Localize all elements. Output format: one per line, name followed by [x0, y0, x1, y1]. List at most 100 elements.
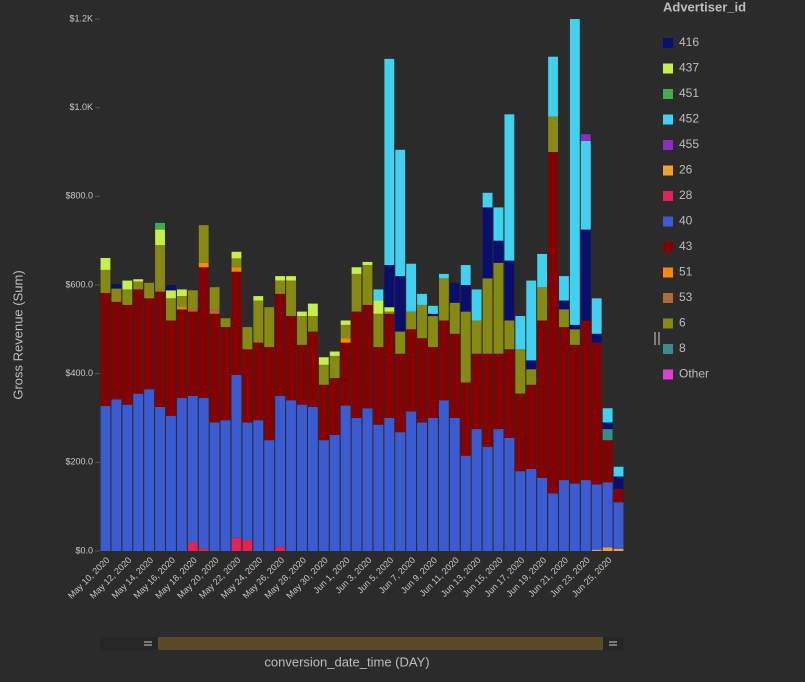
bar-segment: [526, 384, 537, 469]
bar-segment: [242, 422, 253, 540]
bar-segment: [471, 353, 482, 430]
legend-label: 416: [679, 35, 699, 49]
scrollbar-track: [100, 637, 158, 650]
bar-segment: [526, 468, 537, 551]
bar-segment: [580, 134, 591, 141]
bar-segment: [362, 408, 373, 551]
legend-label: 6: [679, 316, 686, 330]
bar-segment: [428, 316, 438, 348]
y-axis-title: Gross Revenue (Sum): [10, 270, 25, 399]
legend-swatch: [663, 114, 673, 125]
bar-segment: [351, 311, 362, 418]
bar-segment: [297, 344, 307, 405]
legend-swatch: [663, 242, 673, 252]
legend-swatch: [663, 318, 673, 329]
y-tick-label: $0.0: [75, 545, 93, 555]
bar-segment: [406, 329, 417, 412]
bar-segment: [569, 19, 580, 325]
bar-segment: [504, 114, 515, 261]
bar-segment: [166, 415, 176, 551]
bar-segment: [122, 289, 133, 305]
bar-segment: [144, 389, 155, 551]
bar-segment: [384, 313, 395, 418]
bar-segment: [384, 418, 395, 551]
bar-segment: [438, 273, 449, 279]
bar-segment: [428, 347, 438, 418]
bar-segment: [253, 300, 264, 343]
legend-label: 437: [679, 61, 699, 75]
bar-segment: [613, 502, 624, 549]
legend-swatch: [663, 293, 673, 303]
bar-segment: [187, 308, 198, 312]
bar-segment: [362, 304, 373, 409]
scrollbar-thumb[interactable]: [158, 637, 603, 650]
legend-title: Advertiser_id: [663, 0, 746, 14]
y-tick-label: $800.0: [65, 191, 93, 201]
bar-segment: [449, 302, 460, 334]
bar-segment: [275, 276, 286, 281]
bar-segment: [406, 263, 417, 312]
bar-segment: [417, 304, 427, 339]
bar-segment: [231, 258, 242, 268]
bar-segment: [493, 353, 504, 430]
legend-label: 40: [679, 214, 693, 228]
bar-segment: [264, 347, 275, 441]
bar-segment: [264, 440, 275, 551]
bar-segment: [362, 265, 373, 305]
y-tick-label: $600.0: [65, 279, 93, 289]
bar-segment: [460, 285, 471, 312]
bar-segment: [340, 342, 351, 406]
bar-segment: [100, 406, 111, 551]
bar-segment: [166, 298, 176, 321]
legend-swatch: [663, 63, 673, 74]
bar-segment: [351, 267, 362, 274]
bar-segment: [591, 298, 602, 334]
bar-segment: [548, 56, 558, 117]
bar-segment: [318, 364, 329, 385]
bar-segment: [253, 420, 264, 551]
x-axis-title: conversion_date_time (DAY): [264, 654, 429, 669]
bar-segment: [297, 316, 307, 345]
bar-segment: [548, 116, 558, 152]
legend-swatch: [663, 38, 673, 48]
bar-segment: [428, 418, 438, 551]
bar-segment: [176, 296, 187, 308]
bar-segment: [428, 313, 438, 317]
legend-swatch: [663, 89, 673, 99]
bar-segment: [395, 432, 406, 551]
legend-label: 26: [679, 163, 693, 177]
bar-segment: [515, 349, 526, 394]
bar-segment: [395, 353, 406, 433]
bar-segment: [559, 480, 569, 551]
bar-segment: [166, 290, 176, 299]
scrollbar-track: [603, 637, 624, 650]
bar-segment: [198, 398, 209, 549]
bar-segment: [613, 476, 624, 489]
bar-segment: [155, 222, 165, 230]
bar-segment: [373, 313, 384, 348]
bar-segment: [209, 422, 220, 551]
bar-segment: [111, 288, 122, 302]
bar-segment: [122, 404, 133, 551]
bar-segment: [482, 278, 493, 354]
bar-segment: [198, 225, 209, 263]
bar-segment: [133, 279, 144, 282]
bar-segment: [111, 284, 122, 289]
bar-segment: [155, 245, 165, 292]
bar-segment: [602, 482, 613, 548]
bar-segment: [537, 287, 548, 321]
bar-segment: [187, 542, 198, 551]
bar-segment: [569, 483, 580, 551]
bar-segment: [537, 320, 548, 478]
y-tick-label: $400.0: [65, 368, 93, 378]
bar-segment: [438, 278, 449, 321]
bar-segment: [504, 349, 515, 438]
bar-segment: [537, 253, 548, 288]
bar-segment: [307, 316, 318, 332]
bar-segment: [395, 331, 406, 354]
bar-segment: [460, 311, 471, 383]
bar-segment: [515, 393, 526, 472]
bar-segment: [144, 282, 155, 299]
legend-label: 51: [679, 265, 693, 279]
bar-segment: [471, 289, 482, 321]
